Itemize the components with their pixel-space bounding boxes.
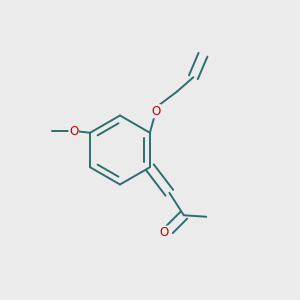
Text: O: O <box>69 125 78 138</box>
Text: O: O <box>151 105 160 118</box>
Text: O: O <box>159 226 169 239</box>
